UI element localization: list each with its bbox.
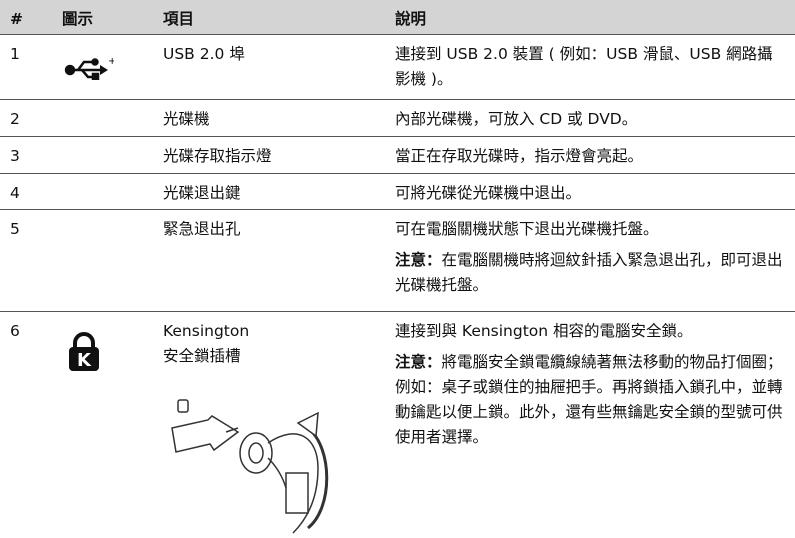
- desc-text: 連接到與 Kensington 相容的電腦安全鎖。: [395, 322, 693, 340]
- table-row: 5 緊急退出孔 可在電腦關機狀態下退出光碟機托盤。 注意：在電腦關機時將迴紋針插入緊急…: [0, 210, 795, 312]
- lock-illustration: [171, 399, 329, 534]
- row-number: 1: [10, 45, 20, 63]
- svg-text:K: K: [77, 350, 92, 371]
- note: 注意：將電腦安全鎖電纜線繞著無法移動的物品打個圈；例如：桌子或鎖住的抽屜把手。再…: [395, 350, 787, 450]
- svg-text:+: +: [108, 56, 114, 67]
- note: 注意：在電腦關機時將迴紋針插入緊急退出孔，即可退出光碟機托盤。: [395, 248, 787, 298]
- note-label: 注意：: [395, 251, 442, 269]
- desc-text: 連接到 USB 2.0 裝置 ( 例如：USB 滑鼠、USB 網路攝影機 )。: [395, 45, 773, 88]
- item-text: 光碟存取指示燈: [163, 147, 272, 165]
- header-cell: 項目: [163, 10, 195, 28]
- row-number: 5: [10, 220, 20, 238]
- usb-icon: +: [64, 56, 114, 80]
- table-row: 4 光碟退出鍵 可將光碟從光碟機中退出。: [0, 174, 795, 210]
- item-text: 光碟機: [163, 110, 210, 128]
- item-text: USB 2.0 埠: [163, 45, 245, 63]
- item-cell: 光碟退出鍵: [163, 181, 383, 206]
- header-cell: #: [10, 10, 23, 28]
- item-text: Kensington: [163, 322, 250, 340]
- note-text: 將電腦安全鎖電纜線繞著無法移動的物品打個圈；例如：桌子或鎖住的抽屜把手。再將鎖插…: [395, 353, 783, 446]
- desc-text: 可將光碟從光碟機中退出。: [395, 184, 582, 202]
- table-row: 6 Kensington 安全鎖插槽 連接到與 Kensington 相容的電腦安全鎖…: [0, 312, 795, 538]
- item-cell: USB 2.0 埠: [163, 42, 383, 67]
- table-row: 3 光碟存取指示燈 當正在存取光碟時，指示燈會亮起。: [0, 137, 795, 174]
- table-row: 2 光碟機 內部光碟機，可放入 CD 或 DVD。: [0, 100, 795, 137]
- header-row: # 圖示 項目 說明: [0, 0, 795, 35]
- header-cell: 說明: [395, 10, 427, 28]
- desc-cell: 可在電腦關機狀態下退出光碟機托盤。 注意：在電腦關機時將迴紋針插入緊急退出孔，即可…: [395, 217, 787, 304]
- item-cell: 緊急退出孔: [163, 217, 383, 242]
- desc-cell: 連接到與 Kensington 相容的電腦安全鎖。 注意：將電腦安全鎖電纜線繞著無…: [395, 319, 787, 456]
- kensington-icon: K: [69, 332, 99, 371]
- item-cell: Kensington 安全鎖插槽: [163, 319, 383, 369]
- item-text: 緊急退出孔: [163, 220, 241, 238]
- desc-cell: 當正在存取光碟時，指示燈會亮起。: [395, 144, 787, 175]
- item-cell: 光碟存取指示燈: [163, 144, 383, 169]
- row-number: 2: [10, 110, 20, 128]
- row-number: 6: [10, 322, 20, 340]
- row-number: 3: [10, 147, 20, 165]
- header-cell: 圖示: [62, 10, 94, 28]
- item-text: 光碟退出鍵: [163, 184, 241, 202]
- table-row: 1 USB 2.0 埠 連接到 USB 2.0 裝置 ( 例如：USB 滑鼠、USB…: [0, 35, 795, 100]
- desc-cell: 可將光碟從光碟機中退出。: [395, 181, 787, 212]
- desc-cell: 連接到 USB 2.0 裝置 ( 例如：USB 滑鼠、USB 網路攝影機 )。: [395, 42, 787, 98]
- desc-cell: 內部光碟機，可放入 CD 或 DVD。: [395, 107, 787, 138]
- desc-text: 內部光碟機，可放入 CD 或 DVD。: [395, 110, 638, 128]
- note-label: 注意：: [395, 353, 442, 371]
- note-text: 在電腦關機時將迴紋針插入緊急退出孔，即可退出光碟機托盤。: [395, 251, 783, 294]
- desc-text: 可在電腦關機狀態下退出光碟機托盤。: [395, 220, 659, 238]
- item-text: 安全鎖插槽: [163, 347, 241, 365]
- item-cell: 光碟機: [163, 107, 383, 132]
- desc-text: 當正在存取光碟時，指示燈會亮起。: [395, 147, 644, 165]
- row-number: 4: [10, 184, 20, 202]
